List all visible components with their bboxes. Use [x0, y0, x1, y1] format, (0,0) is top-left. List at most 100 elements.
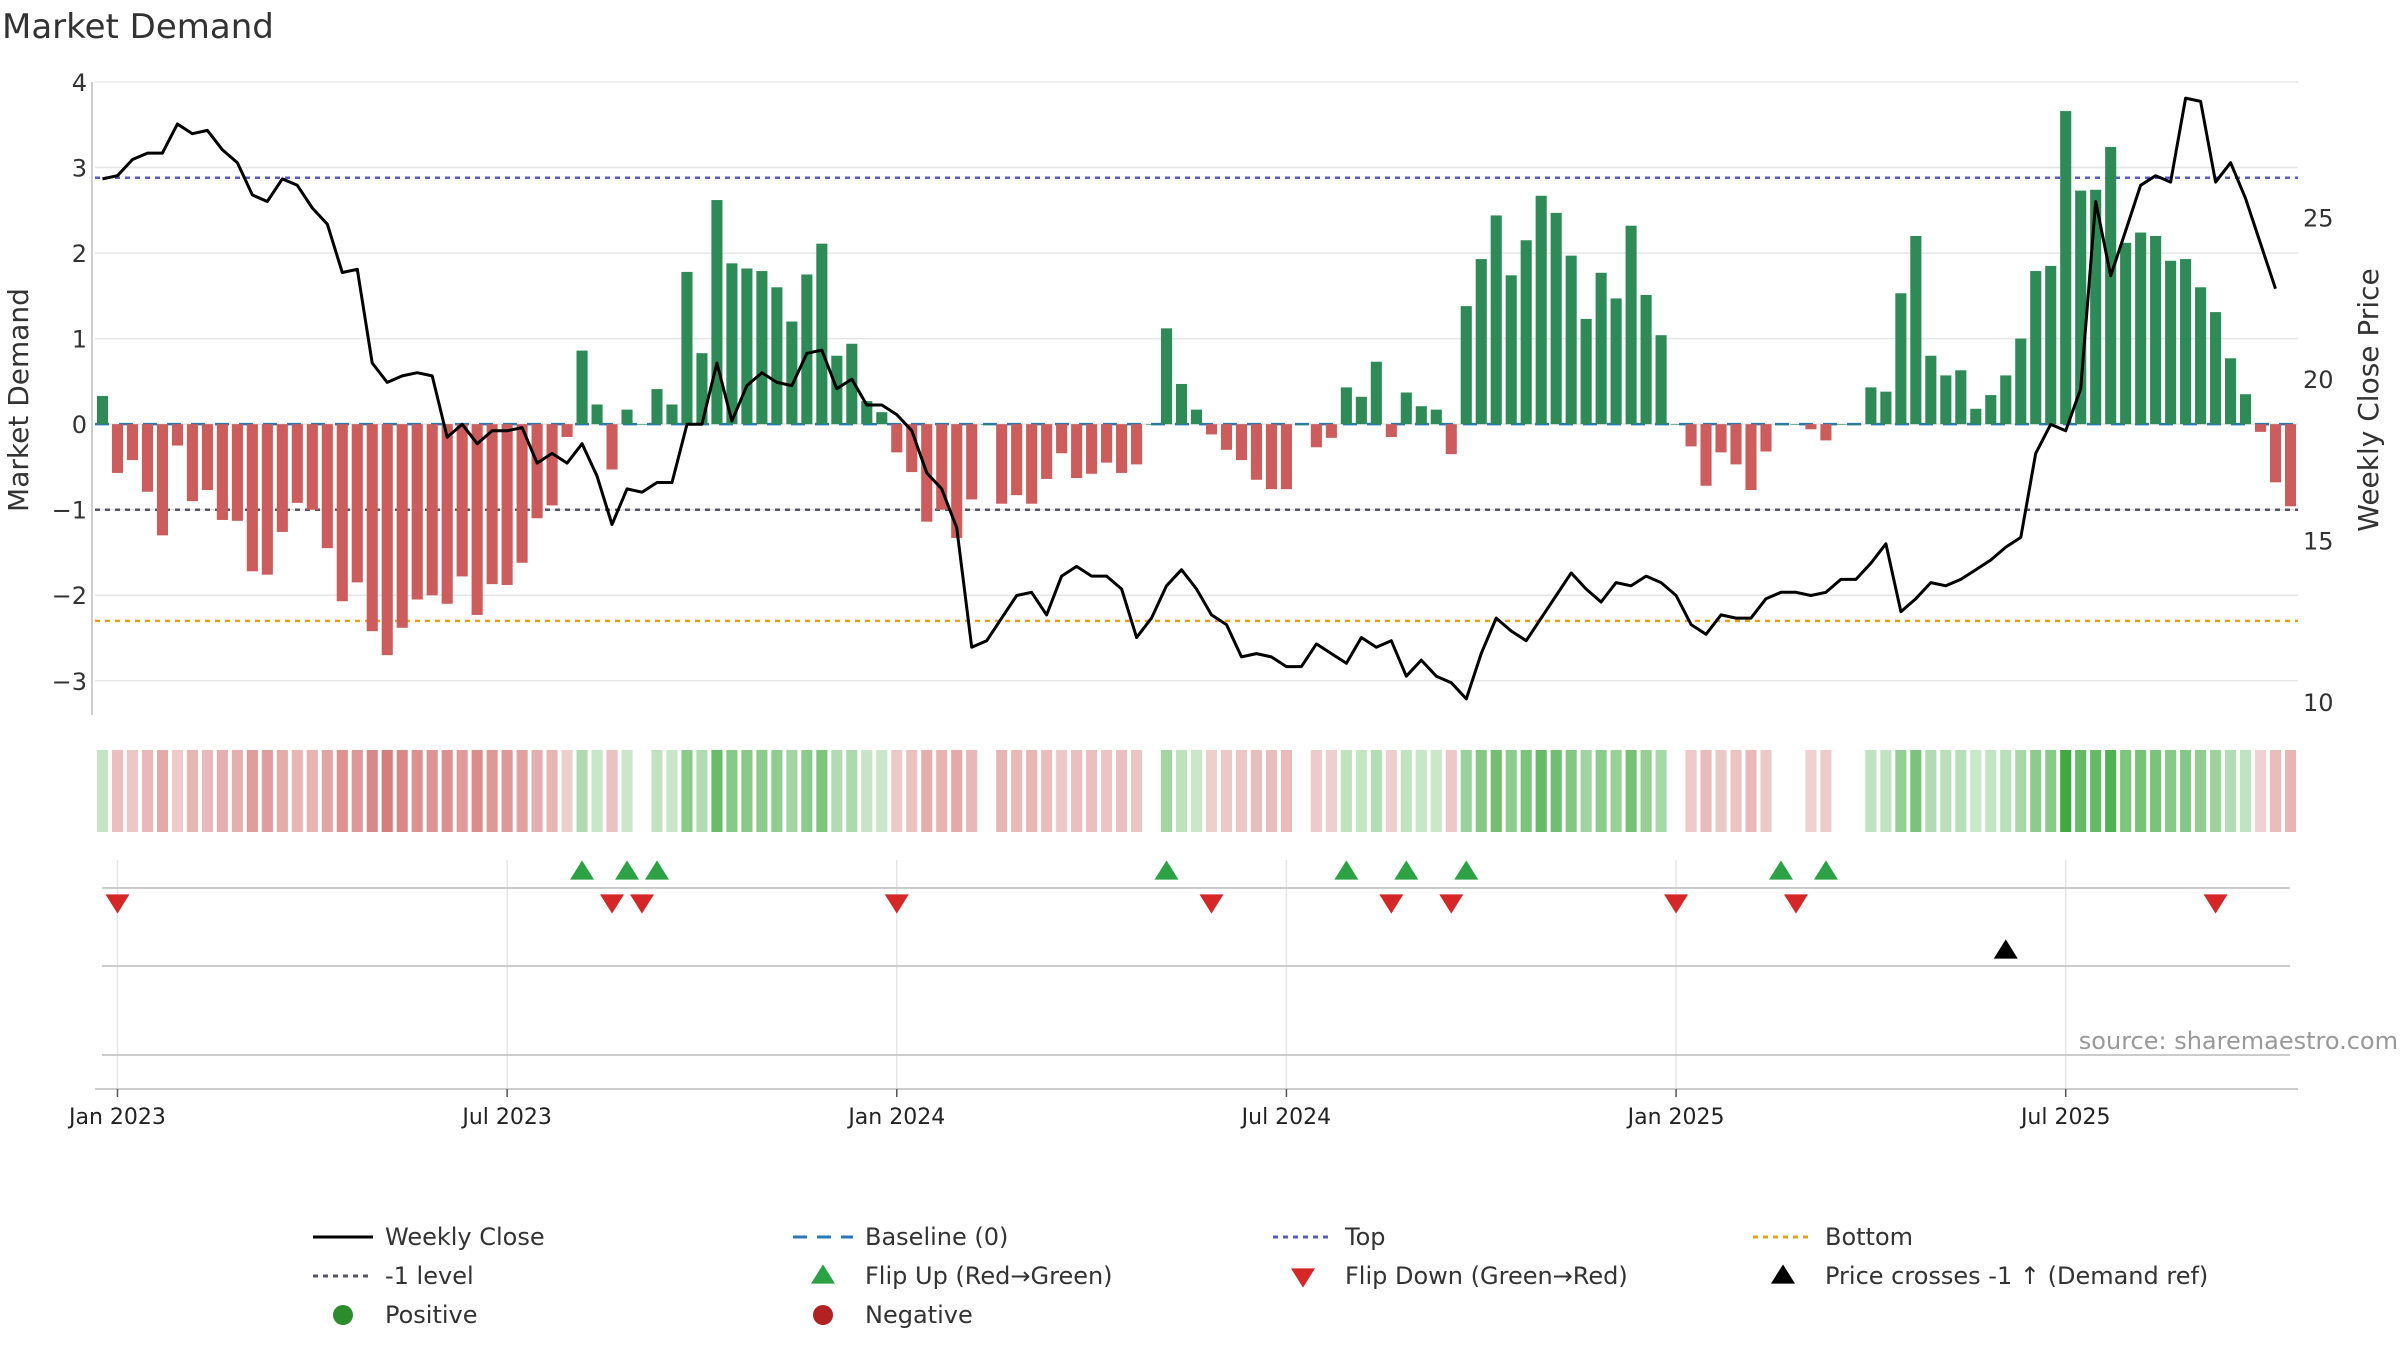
heat-cell — [1895, 750, 1907, 832]
flip-down-marker — [1783, 894, 1808, 914]
y2-tick-label: 25 — [2303, 205, 2334, 233]
flip-up-marker — [570, 860, 595, 880]
demand-bar — [1190, 409, 1203, 425]
x-tick-label: Jan 2023 — [67, 1105, 166, 1130]
demand-bar — [1880, 391, 1892, 425]
demand-bar — [1400, 392, 1412, 425]
demand-bar — [2150, 235, 2162, 425]
demand-bar — [1970, 408, 1982, 425]
heat-cell — [996, 750, 1008, 832]
demand-bar — [1415, 406, 1427, 425]
demand-bar — [2090, 189, 2102, 425]
heat-cell — [1235, 750, 1248, 832]
flip-up-marker — [1394, 860, 1419, 880]
demand-bar — [936, 424, 948, 510]
heat-cell — [636, 750, 647, 832]
demand-bar — [1205, 424, 1218, 435]
heat-cell — [1205, 750, 1218, 832]
demand-bar — [1580, 318, 1592, 425]
legend-label: Positive — [385, 1301, 478, 1329]
flip-down-marker — [600, 894, 625, 914]
heat-cell — [531, 750, 543, 832]
demand-bar — [1535, 195, 1547, 425]
heat-cell — [2195, 750, 2207, 832]
heat-cell — [1220, 750, 1233, 832]
heat-cell — [936, 750, 948, 832]
demand-bar — [621, 409, 633, 425]
demand-bar — [1775, 424, 1787, 425]
heat-cell — [2254, 750, 2267, 832]
heat-cell — [1296, 750, 1307, 832]
demand-bar — [1925, 355, 1937, 425]
demand-bar — [1175, 383, 1188, 425]
heat-cell — [1190, 750, 1203, 832]
demand-bar — [1820, 424, 1832, 441]
y2-tick-label: 15 — [2303, 528, 2334, 556]
heat-cell — [1610, 750, 1622, 832]
y2-tick-label: 10 — [2303, 689, 2334, 717]
demand-bar — [1505, 275, 1517, 425]
heat-cell — [2225, 750, 2237, 832]
y-tick-label: 1 — [72, 326, 87, 354]
heat-cell — [861, 750, 873, 832]
heat-cell — [96, 750, 109, 832]
y-tick-label: 4 — [72, 69, 87, 97]
heat-cell — [1985, 750, 1997, 832]
heat-cell — [816, 750, 828, 832]
heat-cell — [1175, 750, 1188, 832]
heat-cell — [1520, 750, 1532, 832]
demand-bar — [1265, 424, 1277, 490]
demand-bar — [1715, 424, 1727, 453]
legend-item: Price crosses -1 ↑ (Demand ref) — [1771, 1262, 2208, 1290]
heat-cell — [1715, 750, 1727, 832]
heat-cell — [906, 750, 918, 832]
demand-bar — [1730, 424, 1742, 465]
heat-cell — [1131, 750, 1143, 832]
demand-bar — [1295, 424, 1307, 425]
demand-bar — [2225, 358, 2237, 425]
legend-item: Bottom — [1753, 1223, 1913, 1251]
heat-cell — [1415, 750, 1427, 832]
heat-cell — [951, 750, 963, 832]
heat-cell — [546, 750, 558, 832]
heat-cell — [1430, 750, 1442, 832]
demand-bar — [201, 424, 213, 491]
demand-bar — [501, 424, 513, 585]
legend-item: Positive — [333, 1301, 478, 1329]
demand-bar — [636, 424, 648, 425]
x-tick-label: Jul 2024 — [1240, 1105, 1332, 1130]
demand-bar — [1865, 387, 1877, 425]
demand-bar — [816, 243, 828, 425]
demand-bar — [1985, 395, 1997, 425]
x-tick-labels: Jan 2023 Jul 2023 Jan 2024 Jul 2024 Jan 2025… — [67, 1089, 2110, 1130]
demand-bar — [1790, 424, 1802, 425]
demand-bar — [1160, 328, 1173, 425]
heat-cell — [306, 750, 318, 832]
legend: Weekly Close Baseline (0) Top Bottom -1 leve… — [313, 1223, 2208, 1329]
demand-bar — [756, 271, 768, 425]
heat-cell — [2015, 750, 2027, 832]
heat-cell — [1505, 750, 1517, 832]
demand-bar — [186, 424, 198, 502]
heat-cell — [2030, 750, 2042, 832]
demand-bar — [1430, 409, 1442, 425]
legend-label: Bottom — [1825, 1223, 1913, 1251]
heat-cell — [111, 750, 124, 832]
heat-cell — [1640, 750, 1652, 832]
demand-bar — [561, 424, 573, 437]
heat-cell — [576, 750, 588, 832]
heat-cell — [1820, 750, 1832, 832]
x-tick-label: Jan 2024 — [846, 1105, 945, 1130]
demand-bar — [846, 343, 858, 425]
demand-bar — [1325, 424, 1337, 438]
heat-cell — [1790, 750, 1801, 832]
demand-bar — [2210, 312, 2222, 425]
demand-bar — [381, 424, 393, 656]
demand-bar — [1385, 424, 1397, 437]
heat-cell — [441, 750, 453, 832]
demand-bar — [1026, 424, 1038, 504]
demand-bar — [411, 424, 423, 600]
heat-cell — [1760, 750, 1772, 832]
legend-swatch — [1291, 1268, 1315, 1288]
heat-cell — [921, 750, 933, 832]
